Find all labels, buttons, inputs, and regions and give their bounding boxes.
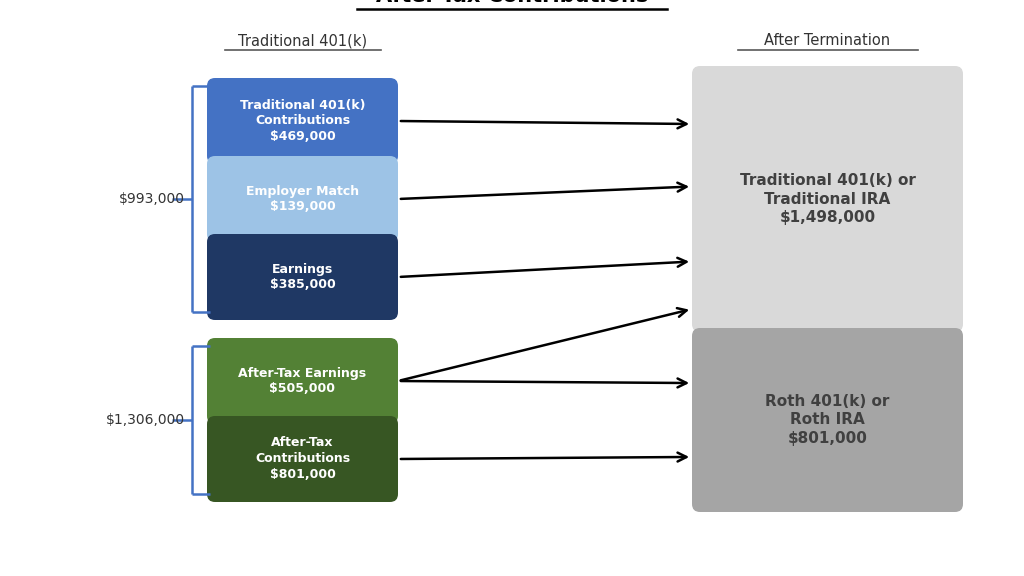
FancyBboxPatch shape bbox=[207, 156, 398, 242]
Text: After-Tax Earnings
$505,000: After-Tax Earnings $505,000 bbox=[239, 366, 367, 396]
Text: $993,000: $993,000 bbox=[119, 192, 185, 206]
FancyBboxPatch shape bbox=[692, 328, 963, 512]
FancyBboxPatch shape bbox=[692, 66, 963, 332]
FancyBboxPatch shape bbox=[207, 78, 398, 164]
Text: After Termination: After Termination bbox=[765, 33, 891, 48]
FancyBboxPatch shape bbox=[207, 338, 398, 424]
Text: After-Tax Contributions: After-Tax Contributions bbox=[376, 0, 648, 6]
Text: $1,306,000: $1,306,000 bbox=[105, 413, 185, 427]
Text: After-Tax
Contributions
$801,000: After-Tax Contributions $801,000 bbox=[255, 437, 350, 482]
Text: Traditional 401(k): Traditional 401(k) bbox=[238, 33, 367, 48]
Text: Roth 401(k) or
Roth IRA
$801,000: Roth 401(k) or Roth IRA $801,000 bbox=[765, 394, 890, 446]
Text: Employer Match
$139,000: Employer Match $139,000 bbox=[246, 184, 359, 214]
FancyBboxPatch shape bbox=[207, 234, 398, 320]
FancyBboxPatch shape bbox=[207, 416, 398, 502]
Text: Traditional 401(k)
Contributions
$469,000: Traditional 401(k) Contributions $469,00… bbox=[240, 98, 366, 143]
Text: Traditional 401(k) or
Traditional IRA
$1,498,000: Traditional 401(k) or Traditional IRA $1… bbox=[739, 173, 915, 225]
Text: Earnings
$385,000: Earnings $385,000 bbox=[269, 263, 336, 291]
